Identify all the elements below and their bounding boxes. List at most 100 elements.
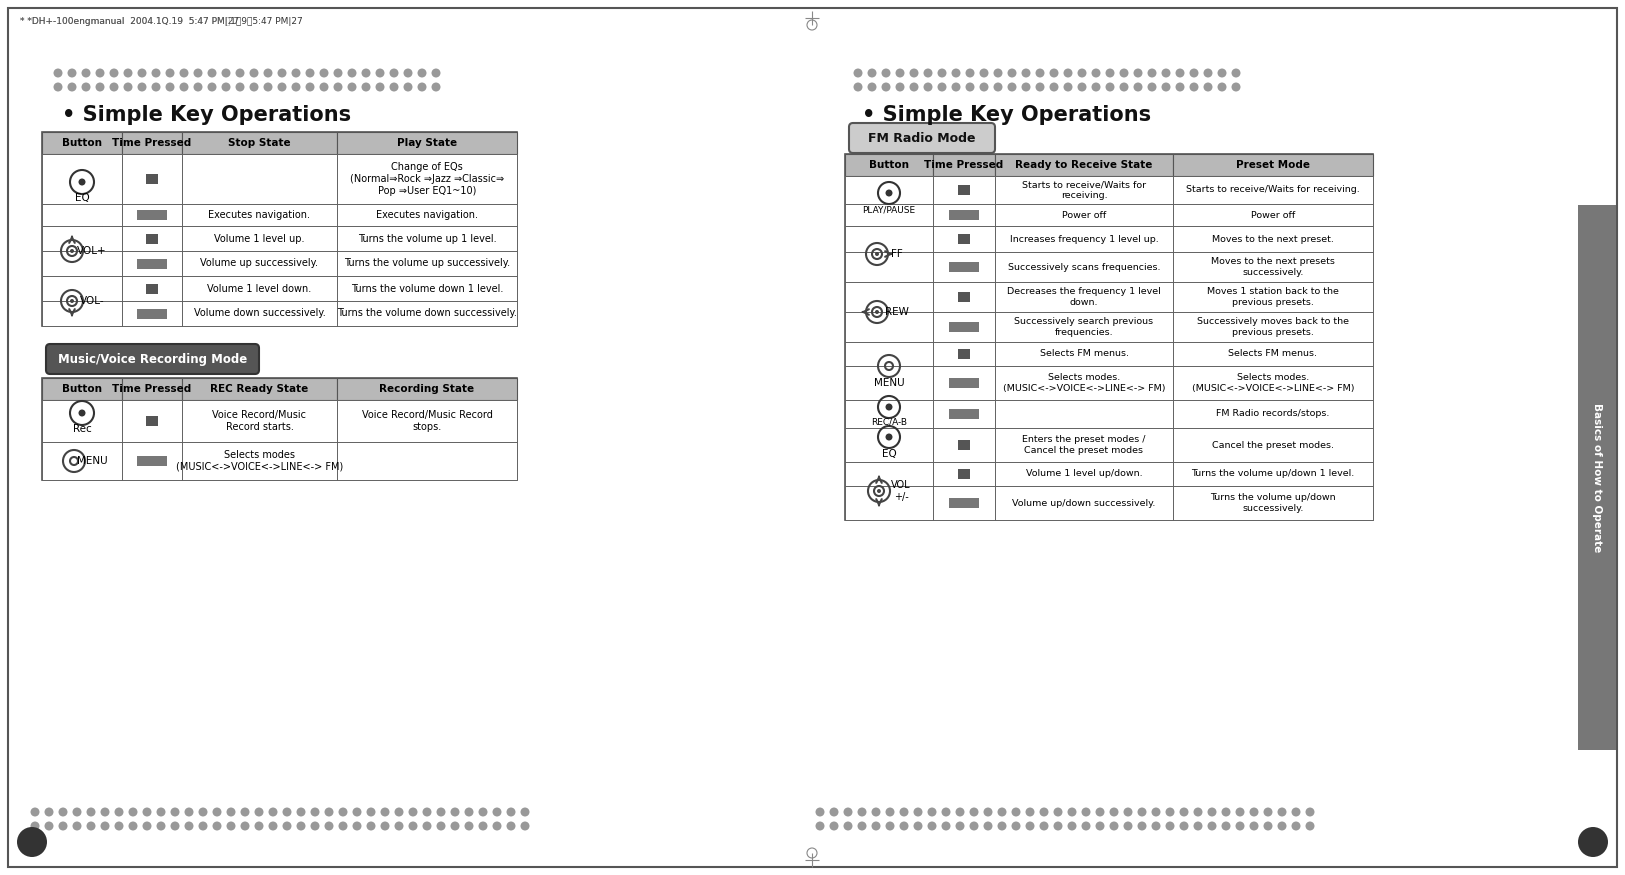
Circle shape [296, 808, 306, 816]
Bar [994, 342, 1173, 366]
Circle shape [1092, 82, 1100, 92]
Bar [336, 226, 517, 251]
Circle shape [1110, 822, 1118, 830]
Bar [122, 442, 182, 480]
Circle shape [1008, 82, 1017, 92]
Circle shape [1008, 68, 1017, 78]
Bar [933, 428, 994, 462]
Circle shape [507, 822, 515, 830]
Circle shape [124, 82, 133, 92]
Bar [122, 251, 182, 276]
Circle shape [465, 822, 473, 830]
Circle shape [390, 68, 398, 78]
Circle shape [395, 822, 403, 830]
Circle shape [310, 808, 320, 816]
Circle shape [1105, 82, 1115, 92]
Circle shape [86, 822, 96, 830]
Circle shape [380, 808, 390, 816]
Circle shape [1040, 822, 1048, 830]
Circle shape [437, 822, 445, 830]
Circle shape [952, 68, 960, 78]
Text: Recording State: Recording State [380, 384, 474, 394]
Bar [336, 276, 517, 301]
Bar [959, 185, 970, 195]
Circle shape [886, 403, 892, 410]
Circle shape [895, 82, 905, 92]
Circle shape [1222, 808, 1230, 816]
Text: Preset Mode: Preset Mode [1237, 160, 1310, 170]
Bar [122, 301, 182, 326]
Bar [42, 154, 122, 204]
Circle shape [1035, 82, 1045, 92]
Bar [136, 309, 167, 318]
Text: Volume 1 level down.: Volume 1 level down. [208, 284, 312, 293]
Bar [336, 204, 517, 226]
Bar [933, 154, 994, 176]
Circle shape [1082, 808, 1090, 816]
Bar [42, 132, 517, 326]
Circle shape [465, 808, 473, 816]
Circle shape [403, 82, 413, 92]
Bar [845, 154, 1373, 520]
Bar [933, 342, 994, 366]
Circle shape [1180, 822, 1188, 830]
Circle shape [156, 822, 166, 830]
Circle shape [31, 808, 39, 816]
Circle shape [998, 808, 1006, 816]
Circle shape [900, 822, 908, 830]
Bar [1578, 205, 1615, 750]
Circle shape [1250, 822, 1258, 830]
Text: EQ: EQ [75, 193, 89, 203]
Bar [933, 486, 994, 520]
Circle shape [1180, 808, 1188, 816]
Text: Voice Record/Music
Record starts.: Voice Record/Music Record starts. [213, 410, 307, 431]
Text: Turns the volume up successively.: Turns the volume up successively. [344, 258, 510, 269]
Bar [336, 400, 517, 442]
Bar [122, 378, 182, 400]
Circle shape [151, 82, 161, 92]
Text: Rec: Rec [73, 424, 91, 434]
Circle shape [1152, 808, 1160, 816]
Circle shape [1292, 808, 1300, 816]
Circle shape [1095, 822, 1105, 830]
Text: Button: Button [62, 138, 102, 148]
Circle shape [109, 82, 119, 92]
Bar [845, 204, 933, 226]
Bar [994, 312, 1173, 342]
Circle shape [1077, 68, 1087, 78]
Text: Button: Button [869, 160, 908, 170]
Circle shape [193, 68, 203, 78]
Circle shape [1050, 82, 1058, 92]
Circle shape [310, 822, 320, 830]
Circle shape [843, 822, 853, 830]
Bar [845, 154, 933, 176]
Bar [182, 276, 336, 301]
Circle shape [278, 68, 286, 78]
Circle shape [101, 822, 109, 830]
Circle shape [923, 68, 933, 78]
Text: Stop State: Stop State [228, 138, 291, 148]
Circle shape [1120, 82, 1128, 92]
Circle shape [1235, 808, 1245, 816]
Circle shape [1277, 822, 1287, 830]
Circle shape [868, 82, 876, 92]
Circle shape [143, 822, 151, 830]
Text: Music/Voice Recording Mode: Music/Voice Recording Mode [58, 353, 247, 366]
Text: Time Pressed: Time Pressed [925, 160, 1004, 170]
Circle shape [853, 82, 863, 92]
Bar [845, 282, 933, 312]
Bar [182, 251, 336, 276]
Circle shape [250, 68, 258, 78]
Circle shape [263, 68, 273, 78]
Bar [933, 312, 994, 342]
Circle shape [151, 68, 161, 78]
Circle shape [1152, 822, 1160, 830]
Text: Play State: Play State [396, 138, 457, 148]
Circle shape [886, 808, 894, 816]
Text: Selects FM menus.: Selects FM menus. [1040, 349, 1128, 359]
Circle shape [886, 433, 892, 440]
Bar [182, 301, 336, 326]
Circle shape [1193, 822, 1202, 830]
Circle shape [68, 82, 76, 92]
Circle shape [1147, 82, 1157, 92]
